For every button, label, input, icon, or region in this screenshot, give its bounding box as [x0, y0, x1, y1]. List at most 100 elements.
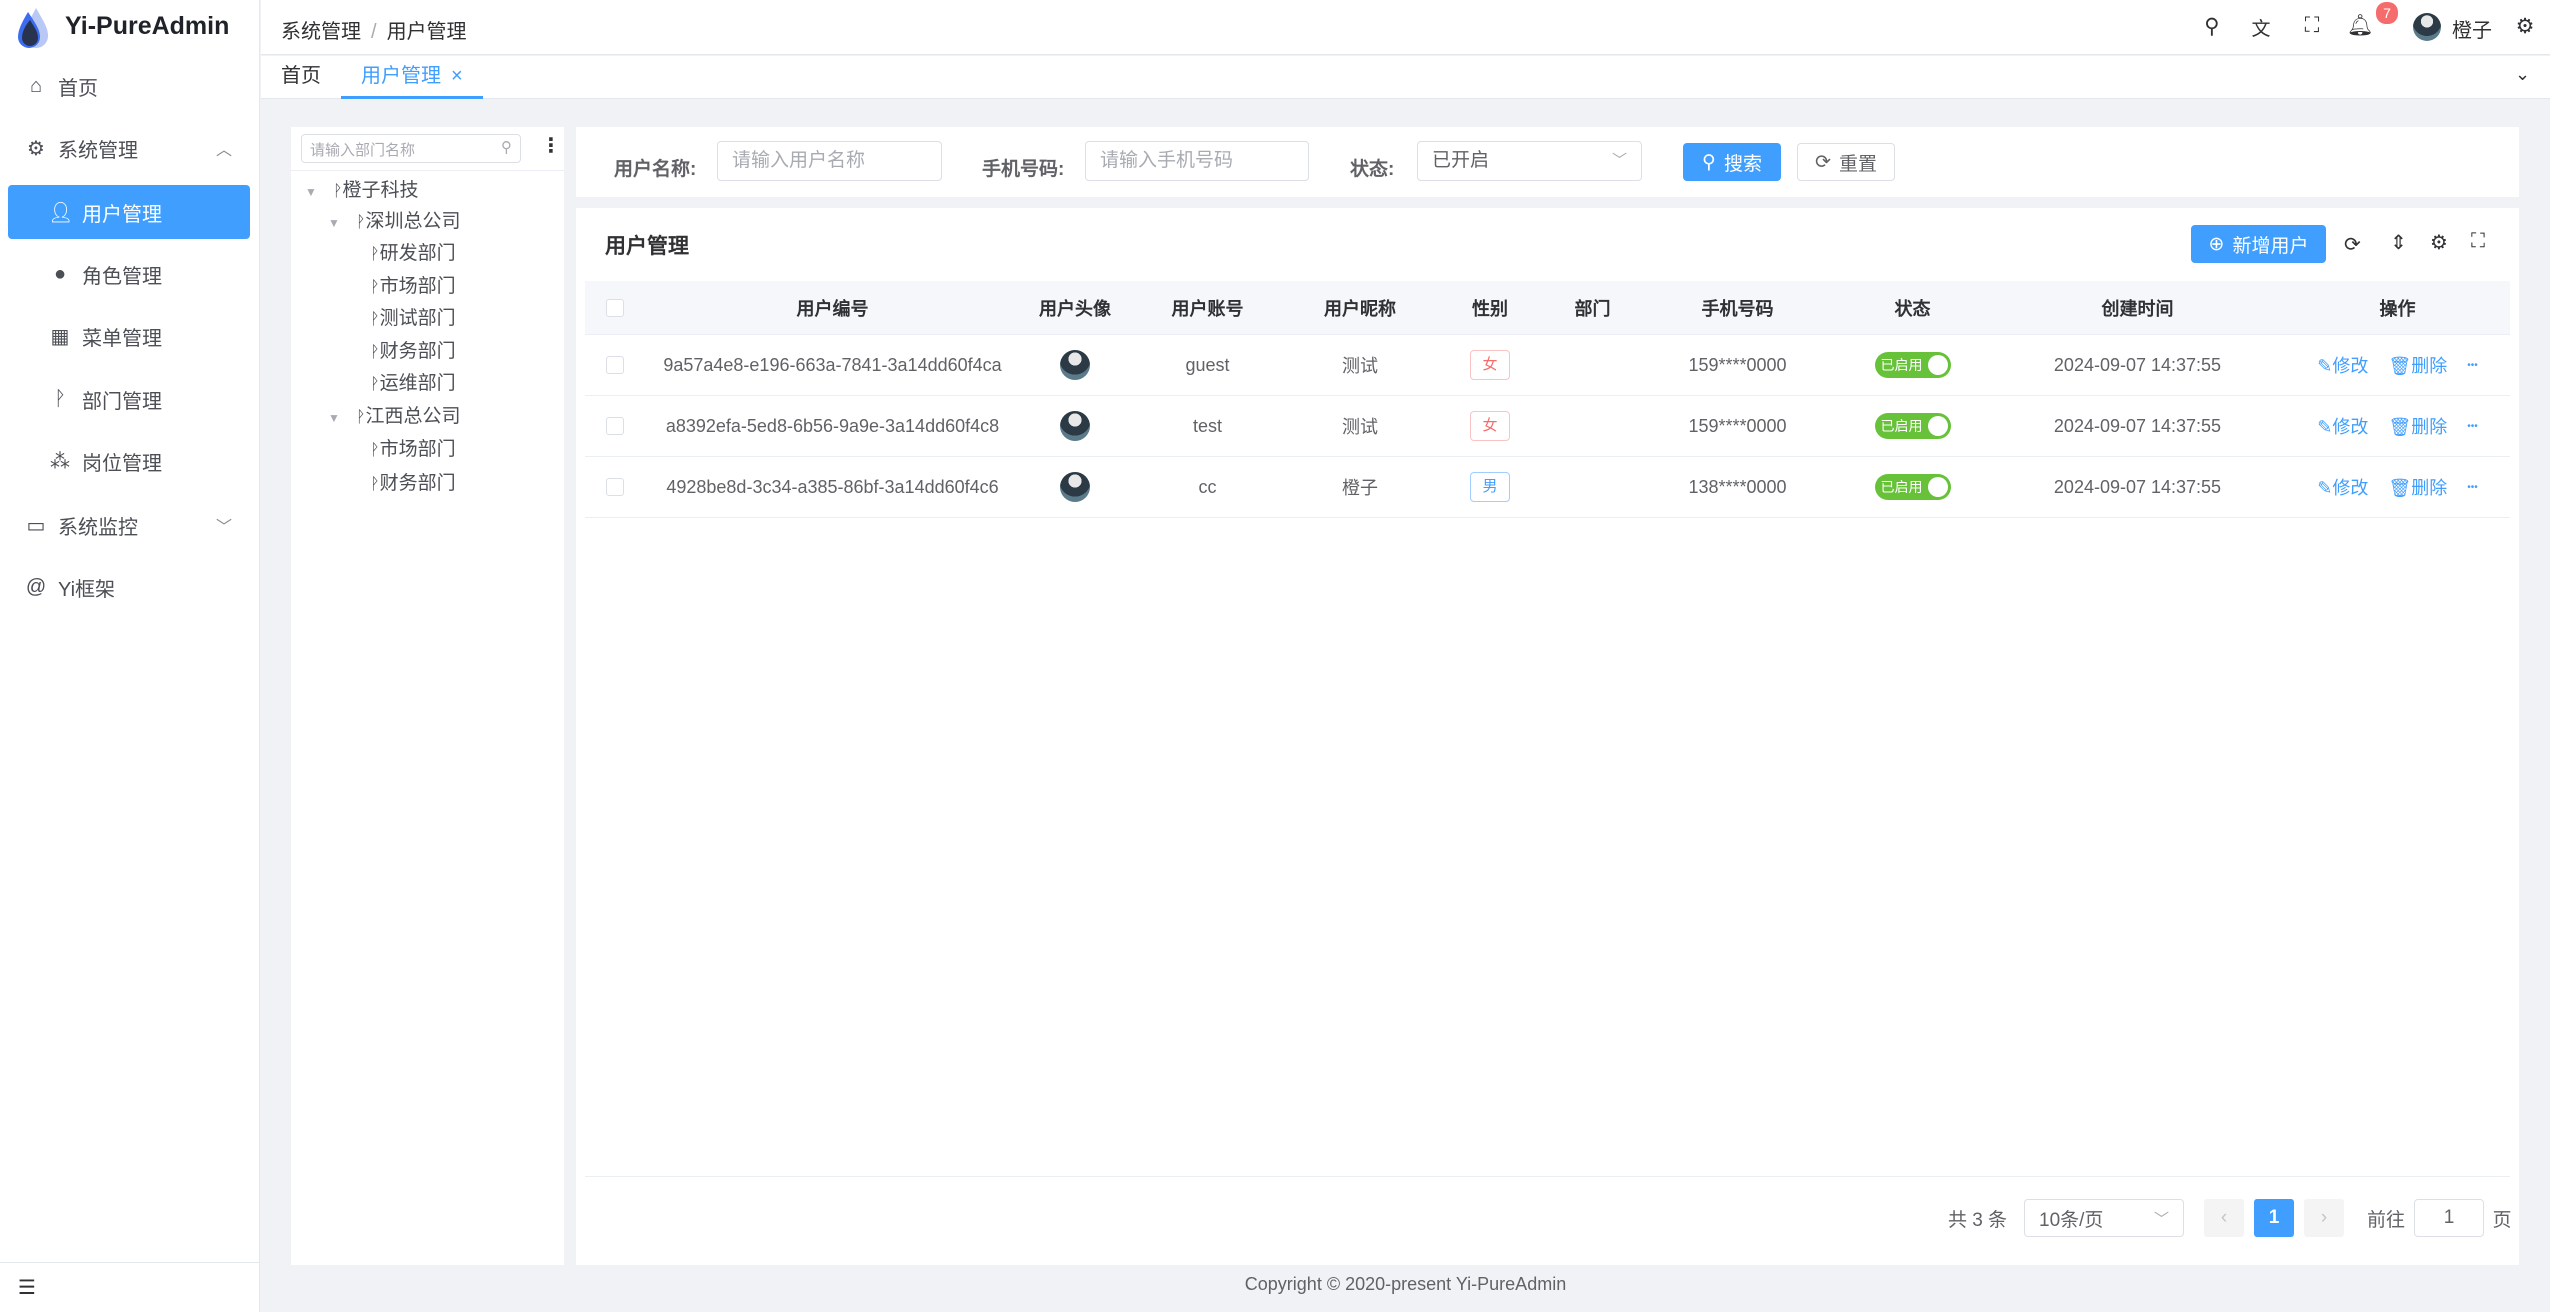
cell-dept: [1545, 396, 1640, 456]
tree-node[interactable]: ᚹ市场部门: [370, 434, 456, 461]
more-icon[interactable]: •••: [2467, 420, 2478, 432]
button-label: 修改: [2332, 417, 2369, 437]
branch-icon: ᚹ: [370, 442, 380, 459]
tree-node[interactable]: ᚹ研发部门: [370, 238, 456, 265]
more-vertical-icon[interactable]: ⋮: [541, 135, 561, 157]
column-header-label: 手机号码: [1701, 298, 1774, 319]
cell-status: 已启用: [1835, 335, 1990, 395]
translate-icon[interactable]: 文: [2251, 19, 2271, 40]
column-header-label: 操作: [2379, 298, 2416, 319]
button-label: 新增用户: [2232, 235, 2309, 257]
fullscreen-icon[interactable]: ⛶: [2471, 230, 2485, 252]
cell-text: test: [1192, 415, 1222, 436]
tree-node[interactable]: ▼ ᚹ深圳总公司: [328, 206, 461, 233]
prev-page-button[interactable]: ‹: [2204, 1199, 2244, 1237]
username[interactable]: 橙子: [2452, 20, 2492, 42]
gear-icon[interactable]: ⚙: [2515, 15, 2535, 38]
sidebar-item-label: 系统监控: [58, 516, 138, 539]
tree-node[interactable]: ▼ ᚹ江西总公司: [328, 401, 461, 428]
phone-input[interactable]: 请输入手机号码: [1085, 141, 1309, 181]
edit-icon: ✎: [2317, 417, 2333, 437]
tree-node[interactable]: ᚹ财务部门: [370, 336, 456, 363]
gear-icon: ⚙: [27, 137, 45, 160]
sidebar-item-depts[interactable]: ᚹ 部门管理: [8, 372, 250, 426]
more-icon[interactable]: •••: [2467, 481, 2478, 493]
sidebar-item-label: 首页: [58, 77, 98, 100]
select-all-checkbox[interactable]: [606, 298, 624, 317]
refresh-icon[interactable]: ⟳: [2344, 234, 2361, 256]
search-button[interactable]: ⚲ 搜索: [1683, 143, 1781, 181]
page-1-button[interactable]: 1: [2254, 1199, 2294, 1237]
fullscreen-icon[interactable]: ⛶: [2304, 14, 2320, 37]
tree-node[interactable]: ᚹ财务部门: [370, 468, 456, 495]
dept-search-input[interactable]: 请输入部门名称 ⚲: [301, 134, 521, 163]
sidebar-item-yi[interactable]: @ Yi框架: [8, 560, 250, 614]
branch-icon: ᚹ: [370, 311, 380, 328]
goto-page-input[interactable]: 1: [2414, 1199, 2484, 1237]
sidebar-item-label: 岗位管理: [82, 452, 162, 475]
density-icon[interactable]: ⇕: [2390, 232, 2407, 254]
tree-node-label: 江西总公司: [365, 406, 461, 427]
tab-home[interactable]: 首页: [261, 56, 341, 99]
sidebar-item-posts[interactable]: ⁂ 岗位管理: [8, 434, 250, 488]
sidebar-item-system[interactable]: ⚙ 系统管理 ︿: [8, 121, 250, 175]
placeholder: 请输入用户名称: [732, 150, 866, 171]
user-icon: 👤︎: [48, 201, 74, 224]
user-avatar[interactable]: [2413, 13, 2441, 41]
close-icon[interactable]: ×: [451, 65, 463, 87]
sidebar-item-roles[interactable]: ● 角色管理: [8, 247, 250, 301]
delete-button[interactable]: 🗑︎删除: [2388, 352, 2447, 378]
cell-select: [585, 396, 645, 456]
more-icon[interactable]: •••: [2467, 359, 2478, 371]
breadcrumb: 系统管理 / 用户管理: [281, 15, 467, 44]
collapse-sidebar-button[interactable]: ☰: [0, 1262, 260, 1312]
status-select[interactable]: 已开启 ﹀: [1417, 141, 1642, 181]
next-page-button[interactable]: ›: [2304, 1199, 2344, 1237]
org-icon: ⁂: [50, 450, 70, 473]
delete-button[interactable]: 🗑︎删除: [2388, 474, 2447, 500]
tree-node[interactable]: ᚹ运维部门: [370, 368, 456, 395]
row-checkbox[interactable]: [606, 417, 624, 435]
edit-button[interactable]: ✎修改: [2317, 413, 2368, 439]
sidebar-item-users[interactable]: 👤︎ 用户管理: [8, 185, 250, 239]
monitor-icon: ▭: [26, 514, 46, 537]
chevron-down-icon: ﹀: [215, 519, 232, 536]
search-icon[interactable]: ⚲: [2204, 15, 2220, 38]
edit-button[interactable]: ✎修改: [2317, 352, 2368, 378]
breadcrumb-item[interactable]: 系统管理: [281, 21, 361, 43]
row-checkbox[interactable]: [606, 478, 624, 496]
add-user-button[interactable]: ⊕ 新增用户: [2191, 225, 2326, 263]
tree-node[interactable]: ᚹ市场部门: [370, 271, 456, 298]
trash-icon: 🗑︎: [2388, 478, 2412, 498]
status-switch[interactable]: 已启用: [1874, 474, 1951, 500]
sidebar-item-menus[interactable]: ▦ 菜单管理: [8, 309, 250, 363]
sidebar-item-home[interactable]: ⌂ 首页: [8, 59, 250, 113]
sidebar-item-monitor[interactable]: ▭ 系统监控 ﹀: [8, 498, 250, 552]
edit-button[interactable]: ✎修改: [2317, 474, 2368, 500]
chevron-down-icon[interactable]: ⌄: [2515, 64, 2531, 84]
page-size-select[interactable]: 10条/页 ﹀: [2024, 1199, 2184, 1237]
bell-icon[interactable]: 🔔︎: [2346, 14, 2374, 37]
caret-down-icon[interactable]: ▼: [328, 411, 340, 425]
column-header: 操作: [2285, 281, 2510, 334]
username-input[interactable]: 请输入用户名称: [717, 141, 942, 181]
tree-node[interactable]: ▼ ᚹ橙子科技: [305, 175, 419, 202]
reset-button[interactable]: ⟳ 重置: [1797, 143, 1895, 181]
gender-tag: 女: [1470, 350, 1510, 380]
row-checkbox[interactable]: [606, 356, 624, 374]
button-label: 重置: [1838, 153, 1877, 175]
cell-text: 测试: [1342, 356, 1378, 376]
dept-tree-panel: 请输入部门名称 ⚲ ⋮ ▼ ᚹ橙子科技 ▼ ᚹ深圳总公司 ᚹ研发部门 ᚹ市场部门 ᚹ测试部门 ᚹ…: [291, 127, 564, 1265]
column-header-label: 用户账号: [1171, 298, 1244, 319]
delete-button[interactable]: 🗑︎删除: [2388, 413, 2447, 439]
tab-users[interactable]: 用户管理 ×: [341, 56, 483, 99]
cell-phone: 159****0000: [1640, 396, 1835, 456]
status-switch[interactable]: 已启用: [1874, 352, 1951, 378]
tab-label: 首页: [281, 65, 321, 87]
status-switch[interactable]: 已启用: [1874, 413, 1951, 439]
caret-down-icon[interactable]: ▼: [305, 185, 317, 199]
cell-id: 4928be8d-3c34-a385-86bf-3a14dd60f4c6: [645, 457, 1020, 517]
tree-node[interactable]: ᚹ测试部门: [370, 303, 456, 330]
caret-down-icon[interactable]: ▼: [328, 216, 340, 230]
column-settings-icon[interactable]: ⚙: [2430, 232, 2448, 254]
